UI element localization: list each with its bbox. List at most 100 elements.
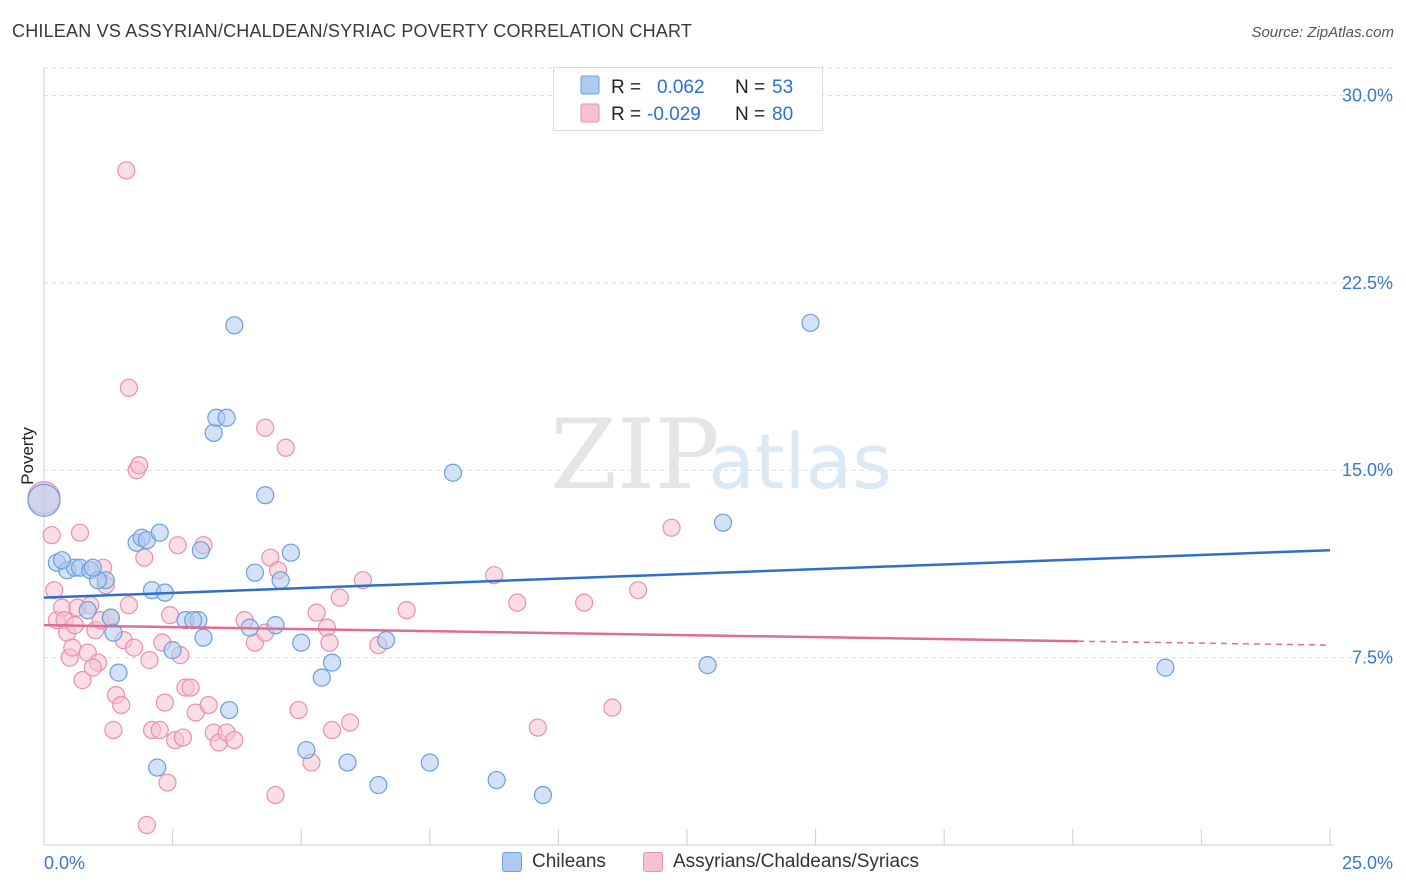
assyrians-point <box>63 638 82 657</box>
legend-n-label-1: N = <box>735 77 765 98</box>
assyrians-point <box>256 418 275 437</box>
chileans-point <box>256 486 275 505</box>
assyrians-point <box>181 678 200 697</box>
assyrians-point <box>104 720 123 740</box>
assyrians-point <box>119 596 138 615</box>
y-tick-labels: 7.5% 15.0% 22.5% 30.0% <box>1342 85 1393 667</box>
assyrians-point <box>135 548 154 567</box>
assyrians-point <box>603 698 622 717</box>
chileans-point <box>312 668 331 687</box>
chart-source: Source: ZipAtlas.com <box>1251 24 1394 41</box>
chileans-point <box>487 770 506 790</box>
legend-item-chileans[interactable]: Chileans <box>502 851 606 873</box>
legend-item-assyrians[interactable]: Assyrians/Chaldeans/Syriacs <box>643 851 919 873</box>
y-tick-label: 15.0% <box>1342 460 1393 480</box>
assyrians-point <box>140 651 159 670</box>
assyrians-point <box>397 601 416 620</box>
chileans-point <box>52 551 72 570</box>
assyrians-point <box>42 526 61 545</box>
assyrians-point <box>276 438 295 457</box>
chileans-point <box>83 558 102 577</box>
chileans-point <box>338 753 357 772</box>
assyrians-point <box>199 695 218 715</box>
chileans-point <box>420 753 439 772</box>
chileans-point <box>148 758 167 777</box>
watermark-zip: ZIP <box>550 399 719 511</box>
y-axis-title: Poverty <box>18 427 37 485</box>
assyrians-point <box>528 718 547 737</box>
assyrians-point <box>320 633 339 652</box>
legend-n-label-2: N = <box>735 104 765 125</box>
assyrians-point <box>70 523 90 542</box>
axes <box>43 68 1334 846</box>
assyrians-point <box>45 581 64 600</box>
chileans-point <box>1156 658 1175 677</box>
legend-n-value-2: 80 <box>772 104 793 125</box>
chileans-point <box>78 601 97 620</box>
legend-n-value-1: 53 <box>772 77 793 98</box>
chileans-point <box>245 563 265 582</box>
assyrians-point <box>130 456 149 475</box>
chileans-point <box>184 611 203 630</box>
assyrians-point <box>307 603 326 622</box>
chileans-point <box>297 740 316 760</box>
x-tick-label-max: 25.0% <box>1342 853 1393 873</box>
assyrians-point <box>353 571 373 590</box>
chileans-point <box>443 463 463 482</box>
assyrians-point <box>137 815 156 835</box>
assyrians-point <box>150 720 169 740</box>
assyrians-point <box>322 720 342 740</box>
chileans-point <box>292 633 311 652</box>
chileans-point <box>801 313 820 332</box>
chileans-point <box>533 785 553 805</box>
watermark-atlas: atlas <box>708 417 892 506</box>
gridlines <box>44 67 1393 659</box>
assyrians-point <box>83 658 102 677</box>
correlation-legend: R = 0.062 N = 53 R = -0.029 N = 80 <box>553 67 823 131</box>
chileans-trend-line <box>43 548 1331 599</box>
watermark: ZIP atlas <box>550 399 891 511</box>
assyrians-point <box>225 730 244 750</box>
assyrians-trend-line <box>43 623 1078 643</box>
chileans-point <box>713 513 733 532</box>
assyrians-point <box>575 593 594 612</box>
legend-r-value-1: 0.062 <box>657 77 705 98</box>
assyrians-swatch <box>643 852 663 872</box>
assyrians-point <box>173 728 192 747</box>
chileans-point <box>322 653 342 672</box>
trend-lines <box>43 548 1331 646</box>
assyrians-point <box>160 606 180 625</box>
chileans-point <box>217 408 236 427</box>
legend-swatch-blue <box>580 75 600 95</box>
assyrians-point <box>168 536 187 555</box>
chart-title: CHILEAN VS ASSYRIAN/CHALDEAN/SYRIAC POVE… <box>12 21 693 41</box>
chileans-point <box>27 483 61 517</box>
y-tick-label: 7.5% <box>1352 648 1393 668</box>
chileans-point <box>150 523 169 542</box>
chileans-point <box>220 700 239 720</box>
assyrians-point <box>124 638 144 657</box>
legend-swatch-pink <box>580 103 600 123</box>
chileans-point <box>225 316 244 335</box>
chileans-point <box>376 631 396 650</box>
assyrians-point <box>158 773 177 792</box>
chileans-point <box>104 623 123 642</box>
y-tick-label: 30.0% <box>1342 85 1393 105</box>
assyrians-point <box>485 566 504 585</box>
chileans-point <box>204 423 223 442</box>
assyrians-point <box>508 593 527 612</box>
assyrians-point <box>317 618 337 637</box>
chileans-point <box>191 541 210 560</box>
assyrians-point <box>629 581 648 600</box>
chileans-point <box>271 571 290 590</box>
chileans-point <box>369 775 388 795</box>
chileans-point <box>109 663 128 682</box>
assyrians-point <box>112 695 131 715</box>
assyrians-point <box>266 785 285 805</box>
assyrians-point <box>330 588 349 607</box>
legend-label-chileans: Chileans <box>532 851 606 872</box>
legend-r-label-2: R = <box>611 104 641 125</box>
series-chileans-points <box>27 313 1175 805</box>
legend-r-value-2: -0.029 <box>647 104 701 125</box>
